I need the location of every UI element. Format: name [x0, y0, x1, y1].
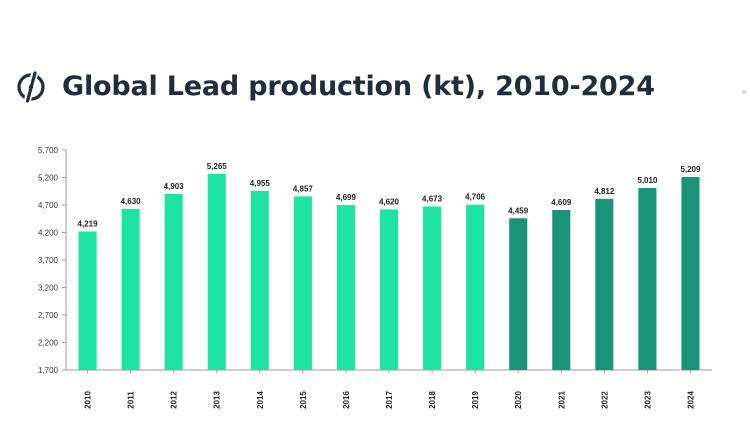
y-tick-label: 4,700: [38, 201, 59, 210]
x-tick-label: 2011: [127, 391, 136, 409]
y-tick-label: 4,200: [38, 229, 59, 238]
y-tick-label: 3,700: [38, 256, 59, 265]
bar: [78, 231, 97, 370]
y-tick-label: 3,200: [38, 284, 59, 293]
data-label: 4,673: [422, 194, 443, 203]
x-tick-label: 2013: [213, 391, 222, 409]
x-tick-label: 2010: [84, 391, 93, 409]
x-tick-label: 2024: [686, 391, 695, 409]
bar: [164, 193, 183, 370]
bar: [293, 196, 312, 370]
page-title: Global Lead production (kt), 2010-2024: [62, 70, 655, 102]
data-label: 4,812: [594, 187, 615, 196]
data-label: 5,265: [207, 162, 228, 171]
data-label: 4,609: [551, 198, 572, 207]
data-label: 5,010: [637, 176, 658, 185]
bar: [509, 218, 528, 370]
x-tick-label: 2019: [471, 391, 480, 409]
y-tick-label: 2,700: [38, 311, 59, 320]
y-tick-label: 5,700: [38, 146, 59, 155]
edge-dot: [742, 90, 746, 94]
bar: [250, 190, 269, 370]
data-label: 4,955: [250, 179, 271, 188]
data-label: 4,459: [508, 206, 529, 215]
y-tick-label: 2,200: [38, 339, 59, 348]
data-label: 4,219: [78, 219, 99, 228]
bar: [466, 204, 485, 370]
x-tick-label: 2015: [299, 391, 308, 409]
data-label: 4,903: [164, 182, 185, 191]
x-tick-label: 2017: [385, 391, 394, 409]
bar: [595, 198, 614, 370]
x-tick-label: 2020: [514, 391, 523, 409]
x-tick-label: 2022: [600, 391, 609, 409]
x-tick-label: 2023: [643, 391, 652, 409]
x-tick-label: 2021: [557, 391, 566, 409]
bar: [638, 187, 657, 370]
chart-header: Global Lead production (kt), 2010-2024: [14, 62, 655, 110]
bar: [681, 177, 700, 370]
bar: [552, 210, 571, 370]
bar: [379, 209, 399, 370]
data-label: 4,620: [379, 197, 400, 206]
x-tick-label: 2012: [170, 391, 179, 409]
x-tick-label: 2014: [256, 391, 265, 409]
bar: [336, 205, 355, 370]
y-tick-label: 5,200: [38, 174, 59, 183]
data-label: 4,699: [336, 193, 357, 202]
bar: [207, 173, 226, 370]
y-tick-label: 1,700: [38, 366, 59, 375]
bar: [423, 206, 442, 370]
data-label: 4,630: [121, 197, 142, 206]
x-tick-label: 2016: [342, 391, 351, 409]
circle-slash-logo-icon: [17, 71, 45, 103]
data-label: 4,857: [293, 184, 314, 193]
data-label: 4,706: [465, 193, 486, 202]
bar: [121, 208, 140, 370]
data-label: 5,209: [680, 165, 701, 174]
x-tick-label: 2018: [428, 391, 437, 409]
